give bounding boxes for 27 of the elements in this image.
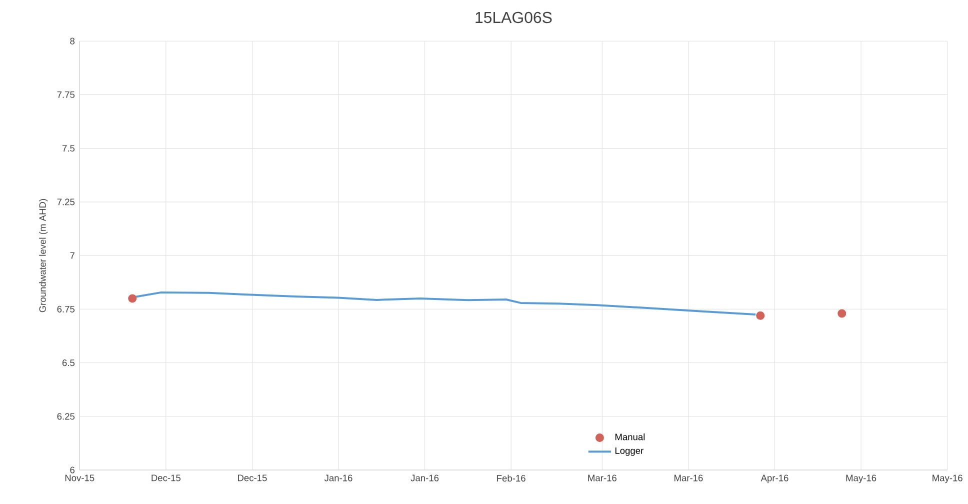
y-tick-label: 6.5 — [62, 359, 75, 366]
legend-label: Logger — [615, 447, 644, 456]
y-tick-label: 7.5 — [62, 144, 75, 152]
y-tick-label: 7 — [70, 252, 74, 259]
x-tick-label: Jan-16 — [410, 474, 439, 482]
x-tick-label: Dec-15 — [152, 474, 180, 482]
x-tick-label: Feb-16 — [497, 474, 526, 482]
y-axis-title: Groundwater level (m AHD) — [39, 198, 48, 312]
y-tick-label: 7.25 — [57, 198, 75, 206]
x-tick-label: Jan-16 — [324, 474, 352, 482]
point — [756, 311, 765, 320]
x-tick-label: Mar-16 — [588, 474, 616, 482]
x-tick-label: Nov-15 — [65, 474, 94, 482]
x-tick-label: Dec-15 — [238, 474, 267, 482]
x-tick-label: May-16 — [846, 474, 876, 483]
y-tick-label: 6.75 — [57, 306, 75, 312]
x-tick-label: May-16 — [932, 474, 962, 483]
x-tick-label: Mar-16 — [674, 474, 703, 482]
legend-label: Manual — [615, 433, 645, 440]
chart-title: 15LAG06S — [476, 12, 552, 23]
y-tick-label: 7.75 — [57, 91, 75, 98]
point — [128, 294, 137, 303]
y-tick-label: 6.25 — [57, 412, 75, 420]
y-tick-label: 6 — [70, 466, 75, 474]
x-tick-label: Apr-16 — [760, 474, 788, 483]
y-tick-label: 8 — [70, 38, 75, 44]
point — [838, 309, 846, 318]
